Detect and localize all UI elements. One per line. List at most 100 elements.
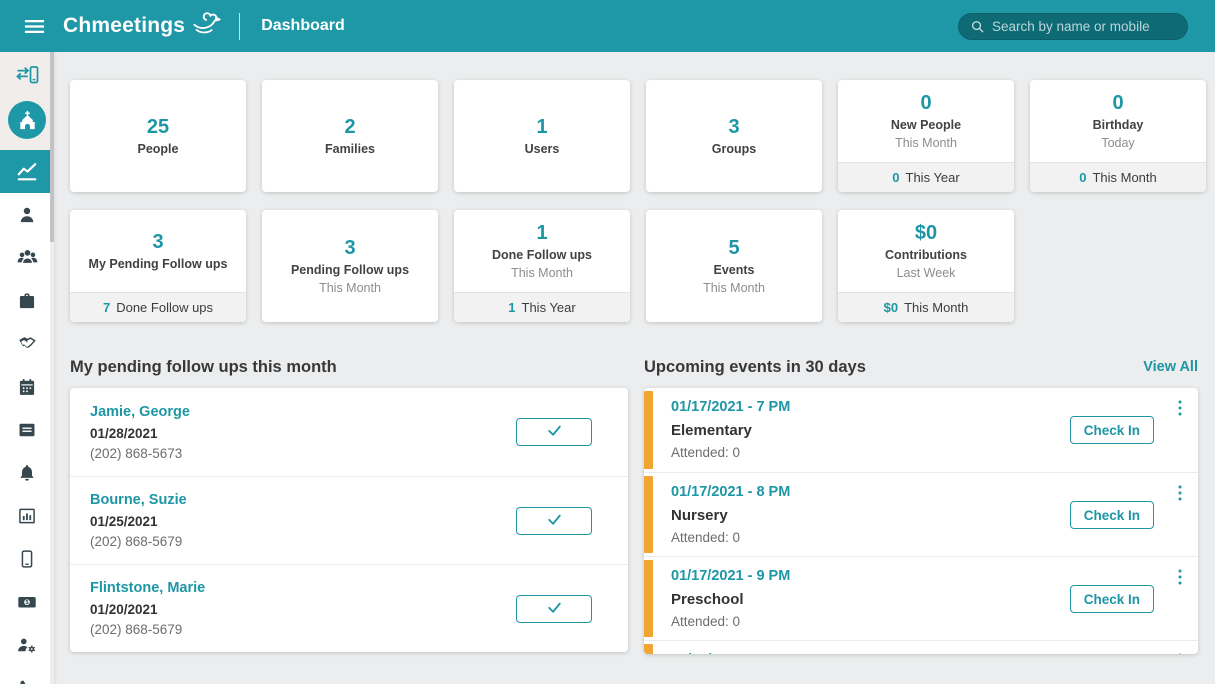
mark-done-button[interactable] — [516, 506, 592, 535]
phone-icon — [17, 678, 37, 684]
events-title: Upcoming events in 30 days — [644, 357, 866, 376]
check-in-button[interactable]: Check In — [1069, 501, 1154, 529]
stat-footer: $0 This Month — [838, 292, 1014, 322]
event-attended-count: Attended: 0 — [671, 445, 741, 460]
kebab-menu-icon[interactable] — [1175, 482, 1185, 504]
stat-value: 5 — [728, 237, 740, 260]
dove-logo — [191, 12, 223, 40]
event-datetime[interactable]: 01/17/2021 - 7 PM — [671, 399, 791, 415]
event-datetime[interactable]: 01/17/2021 - 8 PM — [671, 484, 791, 500]
sidebar-item-people[interactable] — [0, 193, 54, 236]
stat-card-body: 1 Done Follow ups This Month — [454, 210, 630, 292]
handshake-icon — [16, 332, 39, 355]
check-in-button[interactable]: Check In — [1069, 416, 1154, 444]
main-content: 25 People 2 Families 1 Users — [54, 52, 1215, 684]
stat-card[interactable]: 3 Pending Follow ups This Month — [262, 210, 438, 322]
stat-card[interactable]: 1 Users — [454, 80, 630, 192]
sidebar-item-user-management[interactable] — [0, 623, 54, 666]
global-search[interactable] — [958, 13, 1188, 40]
sidebar-item-forms[interactable] — [0, 408, 54, 451]
followup-person-name[interactable]: Jamie, George — [90, 403, 190, 420]
followup-person-name[interactable]: Bourne, Suzie — [90, 492, 187, 508]
check-in-button[interactable]: Check In — [1069, 585, 1154, 613]
events-list: 01/17/2021 - 7 PM Elementary Attended: 0… — [644, 388, 1198, 654]
sidebar-item-church-avatar[interactable] — [0, 95, 54, 145]
sidebar-item-reports[interactable] — [0, 494, 54, 537]
stat-sublabel: This Month — [511, 265, 573, 280]
mark-done-button[interactable] — [516, 594, 592, 623]
stat-footer-label: This Month — [904, 300, 969, 315]
stat-card[interactable]: 3 My Pending Follow ups 7 Done Follow up… — [70, 210, 246, 322]
sidebar-item-calls[interactable] — [0, 666, 54, 684]
svg-text:$: $ — [25, 600, 28, 606]
sidebar-item-calendar[interactable] — [0, 365, 54, 408]
stat-card[interactable]: 25 People — [70, 80, 246, 192]
stat-footer-value: 7 — [102, 300, 111, 315]
stat-card[interactable]: 0 Birthday Today 0 This Month — [1030, 80, 1206, 192]
stat-value: 1 — [536, 222, 548, 245]
stat-card[interactable]: 1 Done Follow ups This Month 1 This Year — [454, 210, 630, 322]
search-input[interactable] — [992, 19, 1176, 34]
followup-date: 01/20/2021 — [90, 602, 158, 617]
app-header: Chmeetings Dashboard — [0, 0, 1215, 52]
calendar-icon — [17, 377, 37, 397]
stat-footer-value: $0 — [883, 300, 899, 315]
stat-label: Events — [713, 263, 755, 278]
stat-card-body: 3 Pending Follow ups This Month — [262, 210, 438, 322]
followup-date: 01/25/2021 — [90, 514, 158, 529]
sync-mobile-icon — [15, 63, 39, 87]
sidebar-item-follow-ups[interactable] — [0, 322, 54, 365]
sidebar-scrollbar-thumb[interactable] — [50, 52, 54, 242]
sidebar: $ — [0, 52, 54, 684]
hamburger-icon[interactable] — [23, 15, 46, 38]
stat-card-body: 2 Families — [262, 80, 438, 192]
event-row: 01/17/2021 - 8 PM Nursery Attended: 0 Ch… — [644, 472, 1198, 556]
stat-value: 3 — [152, 230, 164, 253]
sidebar-item-mobile-app[interactable] — [0, 537, 54, 580]
chart-line-icon — [16, 161, 38, 183]
check-icon — [546, 599, 563, 619]
app-logo[interactable]: Chmeetings — [63, 12, 223, 40]
stat-label: Pending Follow ups — [290, 263, 410, 278]
stat-label: Users — [524, 141, 560, 156]
stat-footer-label: This Year — [905, 170, 960, 185]
church-icon — [8, 101, 46, 139]
kebab-menu-icon[interactable] — [1175, 566, 1185, 588]
stat-value: $0 — [914, 222, 938, 245]
followup-phone: (202) 868-5679 — [90, 534, 183, 549]
event-row: 01/17/2021 - 10 PM — [644, 640, 1198, 654]
followup-person-name[interactable]: Flintstone, Marie — [90, 580, 206, 596]
sidebar-nav: $ — [0, 150, 54, 684]
event-datetime[interactable]: 01/17/2021 - 9 PM — [671, 568, 791, 584]
stat-value: 1 — [536, 115, 548, 138]
stat-value: 25 — [146, 115, 170, 138]
sidebar-item-sync-mobile[interactable] — [0, 55, 54, 95]
view-all-link[interactable]: View All — [1143, 359, 1198, 375]
followup-row: Jamie, George 01/28/2021 (202) 868-5673 — [70, 388, 628, 476]
sidebar-item-groups[interactable] — [0, 236, 54, 279]
stat-value: 0 — [920, 92, 932, 115]
event-row: 01/17/2021 - 7 PM Elementary Attended: 0… — [644, 388, 1198, 472]
mark-done-button[interactable] — [516, 418, 592, 446]
sidebar-item-events[interactable] — [0, 279, 54, 322]
followup-phone: (202) 868-5673 — [90, 445, 183, 461]
stat-card[interactable]: 5 Events This Month — [646, 210, 822, 322]
stat-sublabel: Today — [1101, 135, 1135, 150]
stat-card[interactable]: 3 Groups — [646, 80, 822, 192]
stat-label: Families — [324, 141, 376, 156]
sidebar-item-notifications[interactable] — [0, 451, 54, 494]
stat-card[interactable]: $0 Contributions Last Week $0 This Month — [838, 210, 1014, 322]
kebab-menu-icon[interactable] — [1175, 397, 1185, 419]
event-datetime[interactable]: 01/17/2021 - 10 PM — [671, 652, 1182, 654]
stat-cards-row-1: 25 People 2 Families 1 Users — [70, 80, 1206, 192]
kebab-menu-icon[interactable] — [1175, 650, 1185, 654]
check-icon — [546, 422, 563, 442]
sidebar-item-contributions[interactable]: $ — [0, 580, 54, 623]
stat-card[interactable]: 2 Families — [262, 80, 438, 192]
people-group-icon — [16, 246, 39, 269]
stat-card[interactable]: 0 New People This Month 0 This Year — [838, 80, 1014, 192]
followups-list: Jamie, George 01/28/2021 (202) 868-5673 … — [70, 388, 628, 652]
sidebar-item-dashboard[interactable] — [0, 150, 54, 193]
stat-footer-value: 0 — [1079, 170, 1087, 185]
person-icon — [17, 205, 37, 225]
